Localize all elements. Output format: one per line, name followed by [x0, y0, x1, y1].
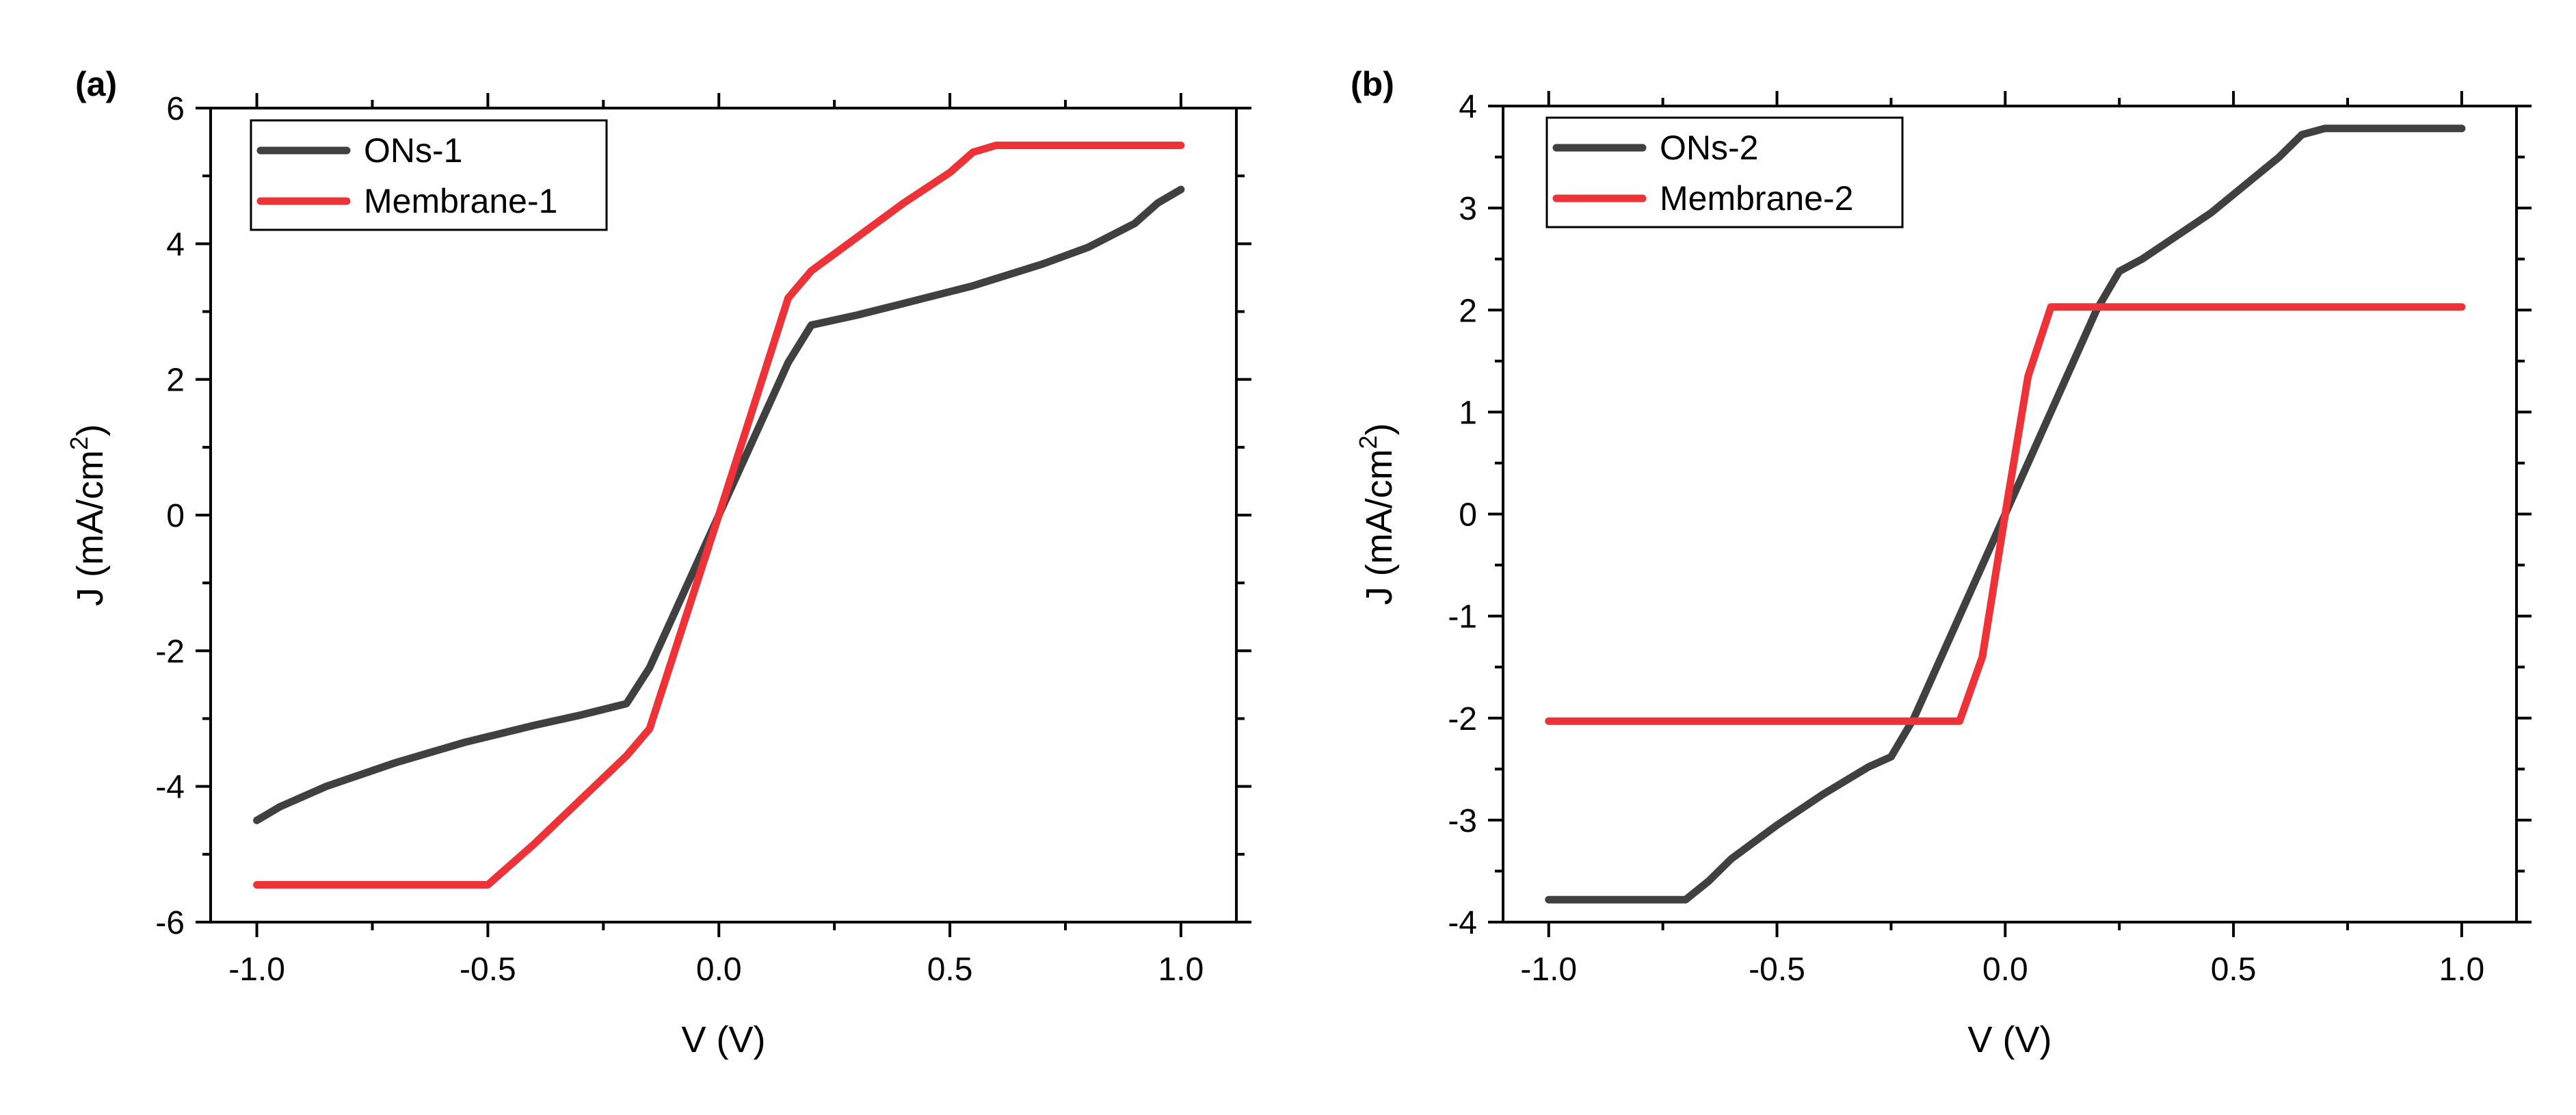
y-axis-title: J (mA/cm2)	[1354, 423, 1400, 605]
x-tick-label: 1.0	[1158, 952, 1204, 988]
x-tick-label: 1.0	[2439, 952, 2485, 988]
x-tick-label: 0.5	[2211, 952, 2257, 988]
x-tick-label: -0.5	[1749, 952, 1805, 988]
legend-entry-label: ONs-2	[1660, 129, 1758, 167]
x-tick-label: 0.0	[696, 952, 742, 988]
panel-a: (a) -1.0 -0.5 0.0 0.5 1.0 -6 -4 -2 0 2 4 6 V (V) J (mA…	[65, 65, 1251, 1060]
x-axis-title: V (V)	[1967, 1019, 2051, 1060]
y-tick-label: 6	[166, 91, 185, 127]
y-axis-title-end: )	[70, 424, 111, 436]
y-tick-label: 0	[166, 498, 185, 534]
y-axis-title-main: J (mA/cm	[1359, 449, 1400, 605]
x-tick-label: 0.5	[927, 952, 973, 988]
y-tick-label: 4	[166, 226, 185, 263]
series-line-ons-1	[253, 185, 1185, 824]
y-tick-label: -1	[1448, 599, 1477, 635]
plot-frame	[1502, 105, 2518, 923]
y-tick-label: 0	[1459, 497, 1477, 534]
panel-label: (a)	[75, 65, 117, 103]
y-tick-label: 3	[1459, 191, 1477, 227]
y-axis-title-end: )	[1359, 423, 1400, 436]
x-tick-label: -1.0	[228, 952, 285, 988]
legend-entry-label: Membrane-1	[364, 182, 557, 220]
y-tick-label: 1	[1459, 395, 1477, 431]
x-tick-label: 0.0	[1982, 952, 2028, 988]
y-tick-label: -2	[1448, 701, 1477, 737]
series-line-ons-2	[1545, 124, 2466, 904]
y-tick-label: 4	[1459, 89, 1477, 125]
y-tick-label: 2	[166, 363, 185, 399]
series-line-membrane-2	[1545, 303, 2466, 725]
legend-entry-label: Membrane-2	[1660, 179, 1853, 218]
y-axis-title-superscript: 2	[1354, 435, 1382, 449]
y-tick-label: -4	[1448, 905, 1477, 941]
y-tick-label: -3	[1448, 803, 1477, 839]
y-tick-label: -4	[155, 770, 185, 806]
panel-label: (b)	[1351, 65, 1394, 103]
legend-box	[250, 119, 608, 231]
y-tick-label: -2	[155, 633, 185, 670]
y-tick-label: 2	[1459, 293, 1477, 329]
x-axis-title: V (V)	[681, 1019, 765, 1060]
panel-b: (b) -1.0 -0.5 0.0 0.5 1.0 -4 -3 -2 -1 0 1 2 3 4 V (V) J …	[1351, 65, 2532, 1060]
series-line-membrane-1	[253, 142, 1185, 889]
legend-box	[1545, 116, 1904, 228]
y-tick-label: -6	[155, 905, 185, 941]
x-tick-label: -1.0	[1520, 952, 1577, 988]
x-tick-label: -0.5	[460, 952, 516, 988]
legend-entry-label: ONs-1	[364, 131, 462, 170]
y-axis-title-main: J (mA/cm	[70, 450, 111, 606]
y-axis-title-superscript: 2	[65, 436, 93, 450]
y-axis-title: J (mA/cm2)	[65, 424, 111, 606]
